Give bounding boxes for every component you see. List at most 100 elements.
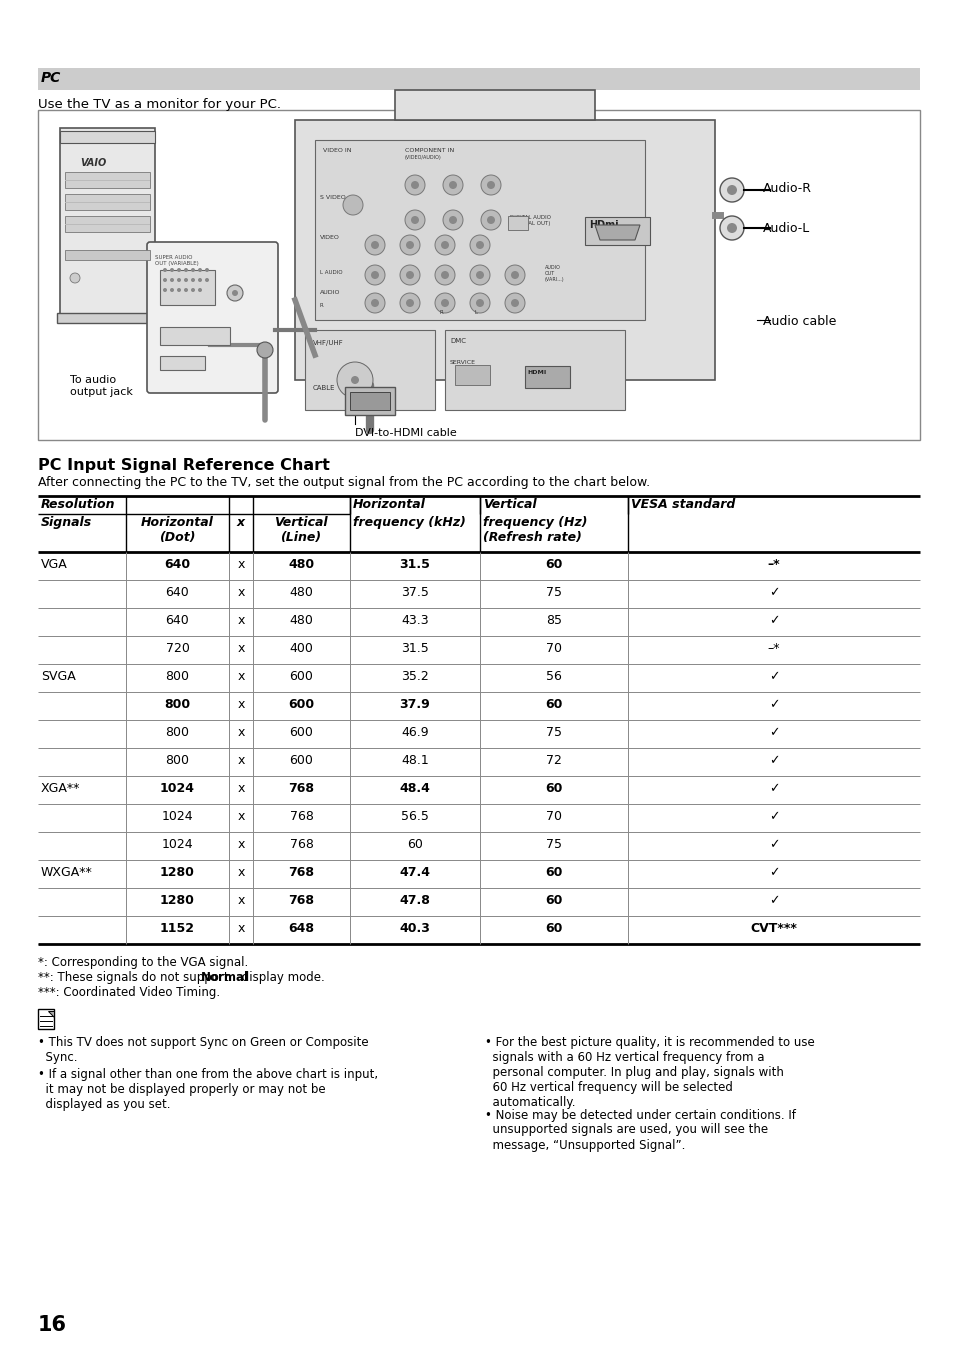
Text: 75: 75 xyxy=(545,725,561,739)
Text: SUPER AUDIO
OUT (VARIABLE): SUPER AUDIO OUT (VARIABLE) xyxy=(154,255,198,266)
Circle shape xyxy=(191,268,194,273)
Text: x: x xyxy=(237,866,244,879)
Circle shape xyxy=(442,210,462,231)
Bar xyxy=(345,386,395,415)
Circle shape xyxy=(351,376,358,384)
Text: VAIO: VAIO xyxy=(80,159,106,168)
Text: 720: 720 xyxy=(166,641,190,655)
Circle shape xyxy=(170,278,173,282)
Polygon shape xyxy=(595,225,639,240)
Text: x: x xyxy=(236,517,245,529)
Text: 43.3: 43.3 xyxy=(401,614,428,626)
Text: After connecting the PC to the TV, set the output signal from the PC according t: After connecting the PC to the TV, set t… xyxy=(38,476,649,490)
Text: x: x xyxy=(237,670,244,683)
Text: ✓: ✓ xyxy=(768,670,779,683)
Text: 480: 480 xyxy=(290,586,314,599)
Text: ✓: ✓ xyxy=(768,866,779,879)
Text: frequency (kHz): frequency (kHz) xyxy=(353,517,465,529)
Text: XGA**: XGA** xyxy=(41,782,80,795)
Circle shape xyxy=(720,216,743,240)
Circle shape xyxy=(256,342,273,358)
Text: x: x xyxy=(237,810,244,823)
Circle shape xyxy=(480,210,500,231)
Text: x: x xyxy=(237,586,244,599)
Bar xyxy=(524,366,569,388)
Text: ✓: ✓ xyxy=(768,725,779,739)
Text: 600: 600 xyxy=(288,698,314,711)
Text: To audio
output jack: To audio output jack xyxy=(70,376,132,396)
Circle shape xyxy=(405,210,424,231)
Text: VIDEO: VIDEO xyxy=(319,235,339,240)
Text: ✓: ✓ xyxy=(768,810,779,823)
Bar xyxy=(65,194,150,210)
Text: x: x xyxy=(237,641,244,655)
Circle shape xyxy=(343,195,363,216)
Bar xyxy=(584,217,649,245)
Text: 47.8: 47.8 xyxy=(399,894,430,907)
Circle shape xyxy=(184,278,188,282)
Text: 800: 800 xyxy=(165,670,190,683)
Text: 640: 640 xyxy=(164,559,191,571)
Circle shape xyxy=(470,293,490,313)
Text: x: x xyxy=(237,698,244,711)
Text: PC: PC xyxy=(41,71,61,85)
Text: 48.4: 48.4 xyxy=(399,782,430,795)
Circle shape xyxy=(371,271,378,279)
Circle shape xyxy=(435,264,455,285)
Circle shape xyxy=(205,278,209,282)
Text: ✓: ✓ xyxy=(768,754,779,767)
Circle shape xyxy=(371,241,378,250)
Text: 70: 70 xyxy=(545,641,561,655)
Text: 1024: 1024 xyxy=(161,838,193,852)
Text: 1280: 1280 xyxy=(160,866,194,879)
Text: VESA standard: VESA standard xyxy=(630,498,735,511)
Text: 768: 768 xyxy=(290,810,314,823)
Circle shape xyxy=(163,287,167,292)
Text: ✓: ✓ xyxy=(768,894,779,907)
Text: 648: 648 xyxy=(288,922,314,936)
Text: CABLE: CABLE xyxy=(313,385,335,391)
Polygon shape xyxy=(48,1012,54,1017)
Circle shape xyxy=(198,278,202,282)
Bar xyxy=(38,110,919,439)
Circle shape xyxy=(184,287,188,292)
Circle shape xyxy=(232,290,237,296)
Text: x: x xyxy=(237,559,244,571)
Text: 75: 75 xyxy=(545,838,561,852)
Circle shape xyxy=(406,271,414,279)
Text: R: R xyxy=(439,311,443,315)
Circle shape xyxy=(470,264,490,285)
Circle shape xyxy=(449,180,456,188)
Text: frequency (Hz)
(Refresh rate): frequency (Hz) (Refresh rate) xyxy=(482,517,587,544)
Text: **: These signals do not support: **: These signals do not support xyxy=(38,971,233,984)
Circle shape xyxy=(449,216,456,224)
Circle shape xyxy=(442,175,462,195)
Text: • This TV does not support Sync on Green or Composite
  Sync.: • This TV does not support Sync on Green… xyxy=(38,1036,368,1064)
Text: L: L xyxy=(475,311,477,315)
Text: 768: 768 xyxy=(288,782,314,795)
Text: 31.5: 31.5 xyxy=(400,641,429,655)
Circle shape xyxy=(720,178,743,202)
Text: 70: 70 xyxy=(545,810,561,823)
Circle shape xyxy=(198,268,202,273)
Circle shape xyxy=(406,300,414,306)
Bar xyxy=(65,172,150,188)
Text: 31.5: 31.5 xyxy=(399,559,430,571)
Circle shape xyxy=(365,235,385,255)
Text: 600: 600 xyxy=(290,725,314,739)
Text: ***: Coordinated Video Timing.: ***: Coordinated Video Timing. xyxy=(38,986,220,999)
Circle shape xyxy=(511,271,518,279)
Bar xyxy=(395,89,595,119)
Text: VIDEO IN: VIDEO IN xyxy=(323,148,351,153)
Text: x: x xyxy=(237,725,244,739)
Bar xyxy=(65,179,150,180)
Circle shape xyxy=(184,268,188,273)
Text: 1152: 1152 xyxy=(160,922,194,936)
Circle shape xyxy=(163,268,167,273)
Text: CVT***: CVT*** xyxy=(750,922,797,936)
Text: AUDIO
OUT
(VARI...): AUDIO OUT (VARI...) xyxy=(544,264,564,282)
Text: 47.4: 47.4 xyxy=(399,866,430,879)
Circle shape xyxy=(191,278,194,282)
Text: 600: 600 xyxy=(290,670,314,683)
Text: –*: –* xyxy=(767,559,780,571)
